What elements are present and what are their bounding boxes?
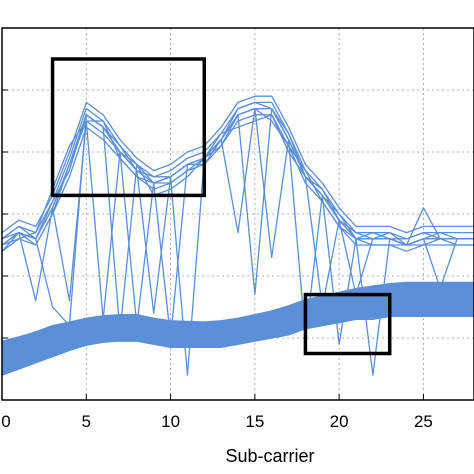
x-tick-label: 25 [414,412,433,431]
annotation-box-2 [303,292,392,356]
series-line-4 [1,95,474,234]
x-tick-label: 20 [330,412,349,431]
series-line-12 [1,284,474,345]
x-axis-label: Sub-carrier [225,446,314,466]
x-tick-label: 15 [245,412,264,431]
x-tick-label: 10 [161,412,180,431]
x-ticks: 0 5 10 15 20 25 [1,89,433,431]
series-line-10 [1,107,474,345]
annotations [50,57,392,356]
annotation-box-1 [50,57,207,198]
x-tick-label: 5 [82,412,91,431]
x-tick-label: 0 [1,412,10,431]
series-line-6 [1,101,474,246]
band-area [1,281,474,376]
series-line-1 [1,107,474,246]
data-band [1,281,474,376]
series-line-2 [1,101,474,240]
series-line-5 [1,114,474,246]
series-line-11 [1,303,474,364]
series-line-14 [1,293,474,358]
series-lines [1,95,474,376]
series-line-13 [1,315,474,376]
